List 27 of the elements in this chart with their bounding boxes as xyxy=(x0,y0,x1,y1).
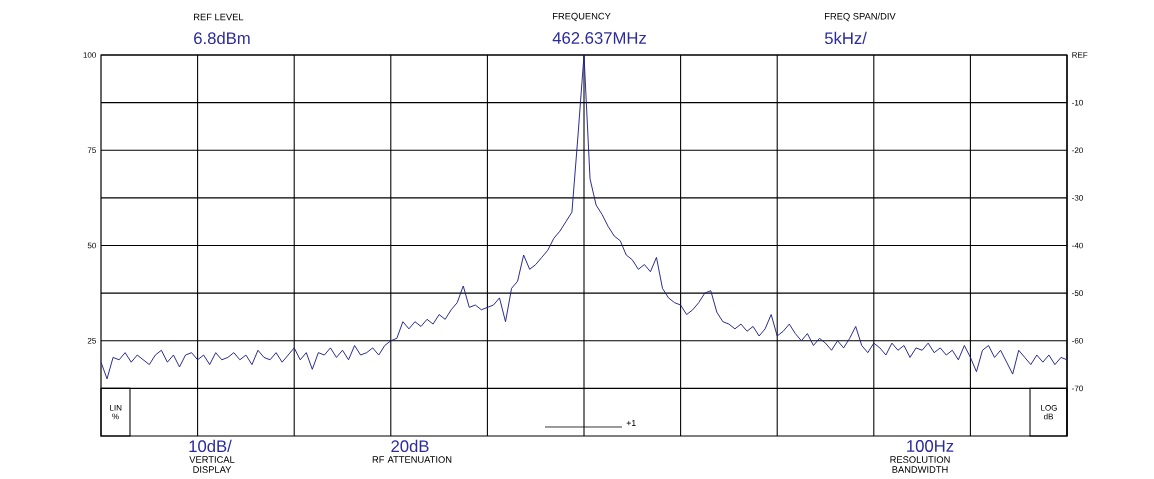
text: 10dB/ xyxy=(189,439,232,453)
text: 6.8dBm xyxy=(194,31,250,45)
y2-tick-label: -30 xyxy=(1072,195,1083,201)
text: FREQ SPAN/DIV xyxy=(825,12,896,22)
text: 462.637MHz xyxy=(552,32,646,44)
text: REF LEVEL xyxy=(194,13,244,21)
annotation: +1 xyxy=(626,420,636,426)
y2-tick-label: -10 xyxy=(1072,99,1083,106)
y-axis-title: LIN % xyxy=(110,405,122,420)
text: FREQUENCY xyxy=(553,12,611,22)
text: 5kHz/ xyxy=(824,31,867,45)
y2-tick-label: -60 xyxy=(1072,337,1083,344)
text: 100Hz xyxy=(907,440,954,452)
text: RF ATTENUATION xyxy=(372,456,452,463)
y2-axis-title: LOG dB xyxy=(1041,405,1057,420)
text: 20dB xyxy=(391,439,429,453)
y2-tick-label: REF xyxy=(1072,52,1088,58)
y2-tick-label: -20 xyxy=(1072,147,1083,154)
text: VERTICAL DISPLAY xyxy=(189,456,235,473)
y2-tick-label: -50 xyxy=(1072,290,1083,296)
y-tick-label: 100 xyxy=(83,52,96,58)
y2-tick-label: -40 xyxy=(1072,242,1083,249)
y2-tick-label: -70 xyxy=(1072,385,1083,392)
y-tick-label: 25 xyxy=(87,337,96,344)
text: RESOLUTION BANDWIDTH xyxy=(890,456,950,473)
y-tick-label: 50 xyxy=(87,242,96,249)
y-tick-label: 75 xyxy=(87,147,96,154)
